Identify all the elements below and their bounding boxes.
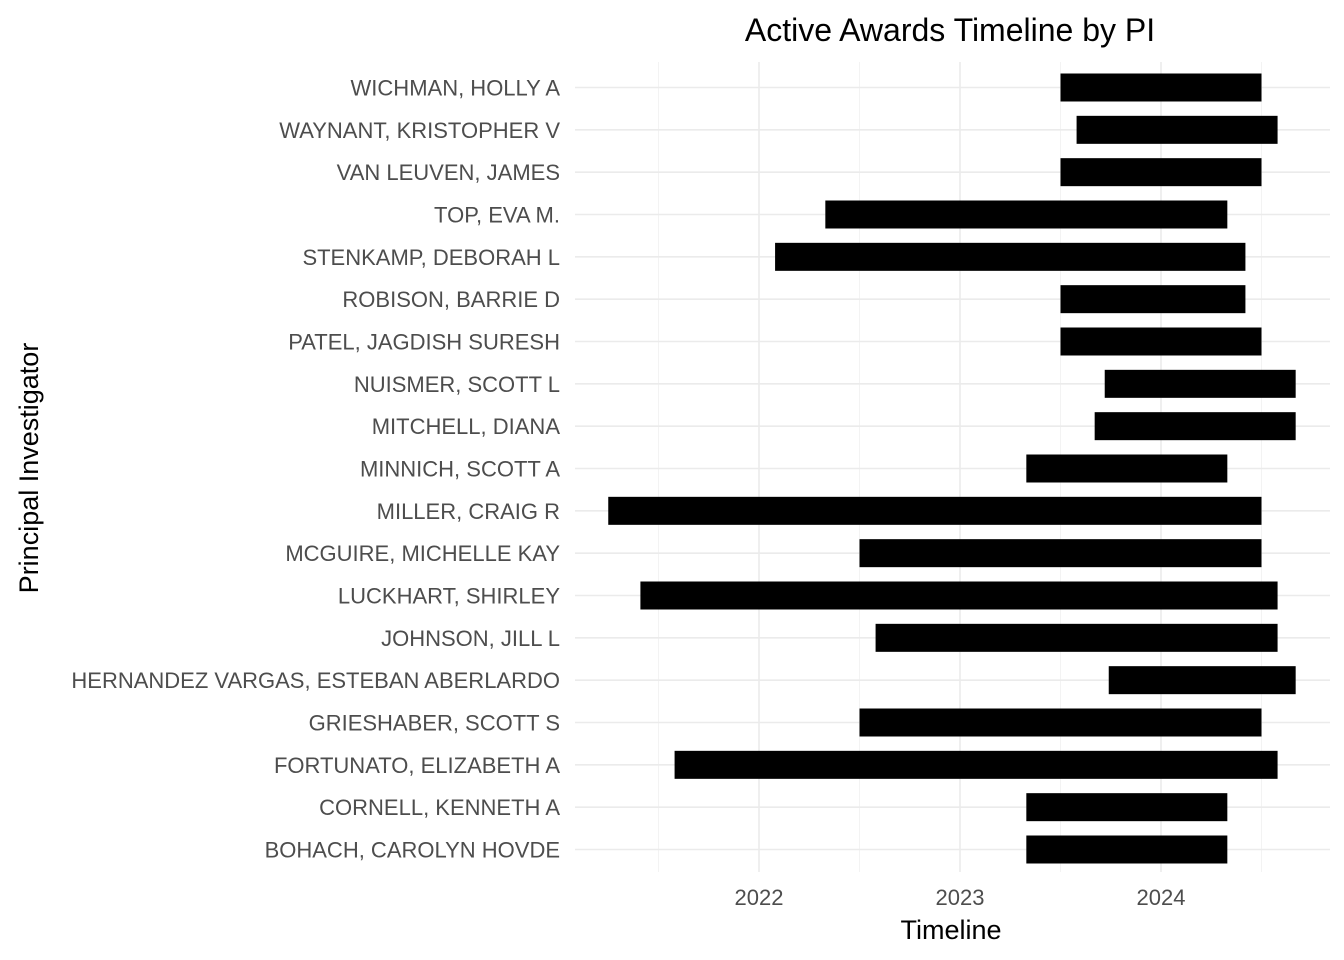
y-tick-labels: BOHACH, CAROLYN HOVDE CORNELL, KENNETH A F… bbox=[71, 76, 560, 863]
chart-title: Active Awards Timeline by PI bbox=[745, 12, 1155, 48]
award-bar bbox=[875, 623, 1278, 652]
award-bar bbox=[1060, 73, 1262, 102]
y-tick-label: MCGUIRE, MICHELLE KAY bbox=[285, 541, 560, 566]
bars-group bbox=[608, 73, 1296, 864]
award-bar bbox=[1060, 285, 1246, 314]
y-tick-label: NUISMER, SCOTT L bbox=[354, 372, 560, 397]
y-tick-label: FORTUNATO, ELIZABETH A bbox=[274, 753, 560, 778]
y-tick-label: ROBISON, BARRIE D bbox=[342, 287, 560, 312]
x-tick-label: 2022 bbox=[735, 885, 784, 910]
y-tick-label: PATEL, JAGDISH SURESH bbox=[288, 330, 560, 355]
y-tick-label: JOHNSON, JILL L bbox=[381, 626, 560, 651]
award-bar bbox=[1108, 666, 1296, 695]
x-axis-title: Timeline bbox=[900, 915, 1001, 945]
y-tick-label: CORNELL, KENNETH A bbox=[319, 795, 560, 820]
x-tick-labels: 2022 2023 2024 bbox=[735, 885, 1186, 910]
y-axis-title: Principal Investigator bbox=[14, 343, 44, 594]
y-tick-label: LUCKHART, SHIRLEY bbox=[338, 584, 560, 609]
award-bar bbox=[1060, 327, 1262, 356]
award-bar bbox=[1076, 115, 1278, 144]
award-bar bbox=[674, 750, 1278, 779]
x-tick-label: 2023 bbox=[936, 885, 985, 910]
award-bar bbox=[1094, 412, 1296, 441]
award-bar bbox=[859, 708, 1262, 737]
award-bar bbox=[859, 539, 1262, 568]
award-bar bbox=[1104, 369, 1296, 398]
y-tick-label: GRIESHABER, SCOTT S bbox=[309, 711, 560, 736]
x-tick-label: 2024 bbox=[1137, 885, 1186, 910]
y-tick-label: MINNICH, SCOTT A bbox=[360, 457, 560, 482]
y-tick-label: VAN LEUVEN, JAMES bbox=[337, 160, 560, 185]
y-tick-label: WAYNANT, KRISTOPHER V bbox=[279, 118, 560, 143]
award-bar bbox=[1026, 793, 1228, 822]
y-tick-label: WICHMAN, HOLLY A bbox=[351, 76, 561, 101]
award-bar bbox=[825, 200, 1228, 229]
y-tick-label: HERNANDEZ VARGAS, ESTEBAN ABERLARDO bbox=[71, 668, 560, 693]
award-bar bbox=[640, 581, 1278, 610]
y-tick-label: MITCHELL, DIANA bbox=[372, 414, 561, 439]
award-bar bbox=[775, 242, 1246, 271]
y-tick-label: STENKAMP, DEBORAH L bbox=[302, 245, 560, 270]
award-bar bbox=[1060, 158, 1262, 187]
y-tick-label: BOHACH, CAROLYN HOVDE bbox=[265, 838, 560, 863]
award-bar bbox=[608, 496, 1262, 525]
award-bar bbox=[1026, 835, 1228, 864]
award-bar bbox=[1026, 454, 1228, 483]
y-tick-label: MILLER, CRAIG R bbox=[377, 499, 560, 524]
y-tick-label: TOP, EVA M. bbox=[434, 203, 560, 228]
